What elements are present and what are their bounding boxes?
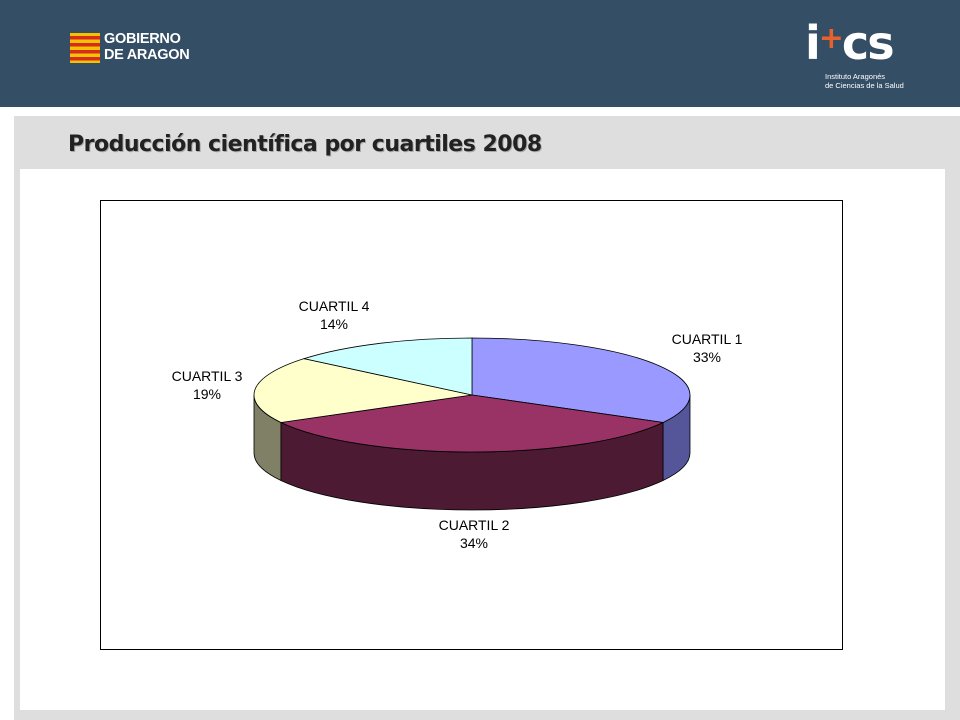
iacs-sub-line1: Instituto Aragonés [825,72,886,81]
chart-area: CUARTIL 1 33% CUARTIL 2 34% CUARTIL 3 19% CUAR… [100,200,843,650]
slice-value-1: 33% [693,349,721,365]
slide-title: Producción científica por cuartiles 2008 [68,132,542,157]
iacs-plus-icon: + [818,21,844,56]
slice-label-2: CUARTIL 2 [439,517,510,533]
gobierno-aragon-logo: GOBIERNO DE ARAGON [70,30,210,66]
iacs-mark-letters: cs [841,16,895,70]
pie-sides [253,394,691,511]
gobierno-aragon-text: GOBIERNO DE ARAGON [104,31,190,63]
pie-tops [253,337,691,453]
iacs-mark-i: i [805,16,821,70]
gov-logo-line1: GOBIERNO [104,31,181,47]
slice-value-4: 14% [320,316,348,332]
slice-label-1: CUARTIL 1 [672,331,743,347]
iacs-sub-line2: de Ciencias de la Salud [825,81,904,90]
pie-slice-2 [279,394,665,453]
pie-slice-1 [471,337,691,423]
slice-label-4: CUARTIL 4 [299,298,370,314]
slice-value-3: 19% [193,386,221,402]
pie-slice-3 [253,358,473,423]
slice-value-2: 34% [460,535,488,551]
iacs-logo: i+cs Instituto Aragonés de Ciencias de l… [805,20,935,95]
pie-labels: CUARTIL 1 33% CUARTIL 2 34% CUARTIL 3 19% CUAR… [172,298,743,551]
iacs-subtitle: Instituto Aragonés de Ciencias de la Sal… [825,72,935,90]
header-banner: GOBIERNO DE ARAGON i+cs Instituto Aragon… [0,0,960,107]
aragon-flag-icon [70,33,100,63]
slice-label-3: CUARTIL 3 [172,368,243,384]
gov-logo-line2: DE ARAGON [104,47,190,63]
iacs-mark: i+cs [805,20,895,66]
pie-slice-4 [302,337,473,396]
pie-chart: CUARTIL 1 33% CUARTIL 2 34% CUARTIL 3 19% CUAR… [172,298,743,551]
